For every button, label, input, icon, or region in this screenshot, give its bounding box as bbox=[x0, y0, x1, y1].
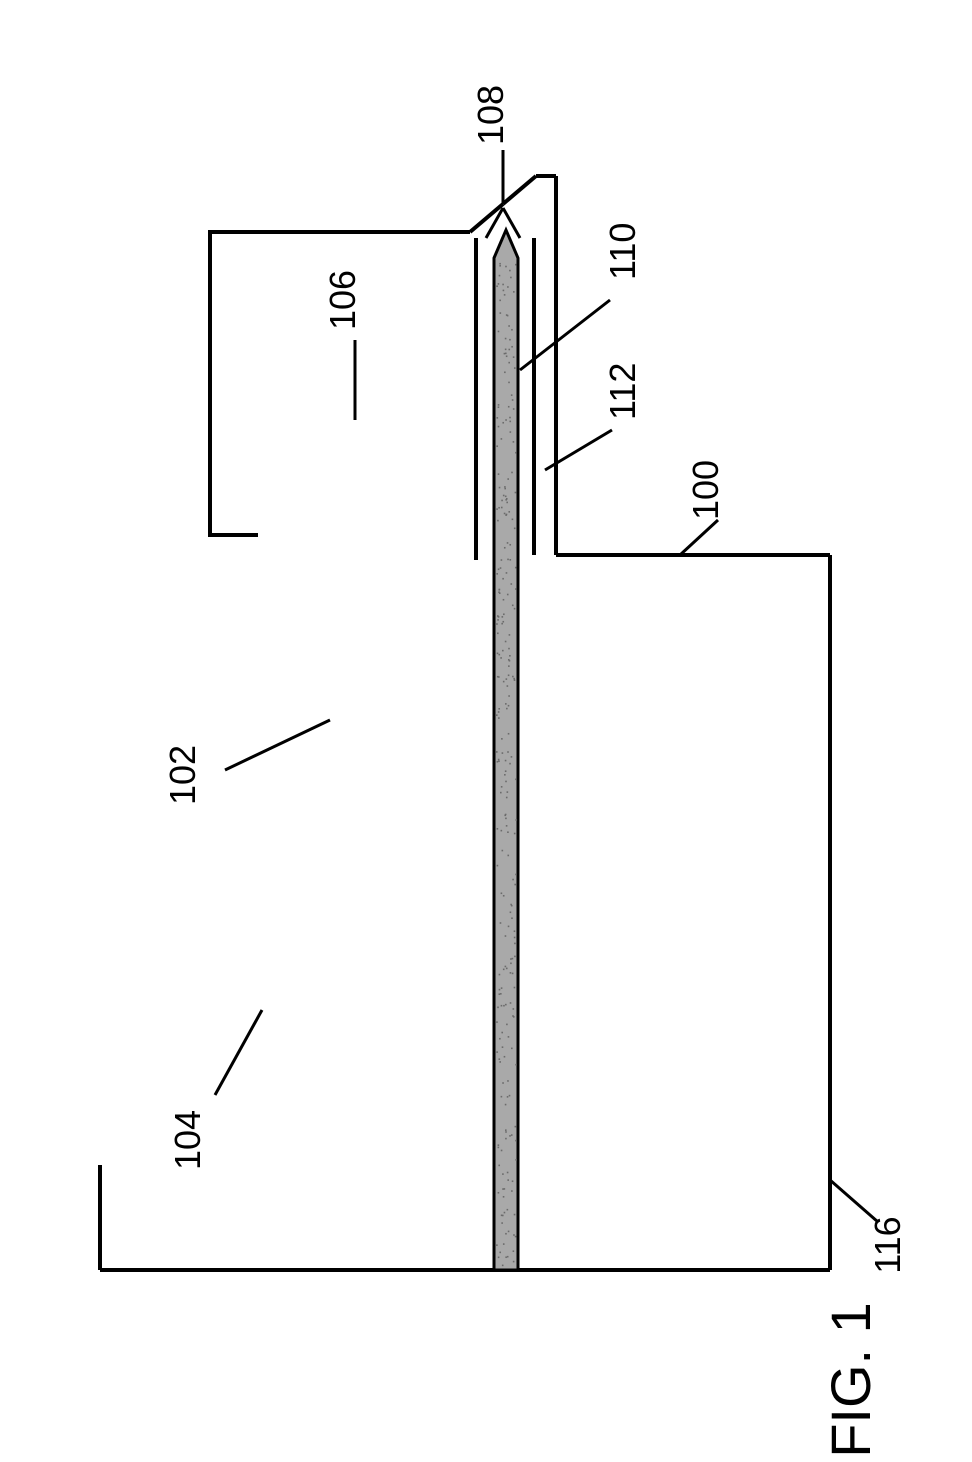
leader bbox=[830, 1180, 878, 1222]
leader bbox=[225, 720, 330, 770]
label-l106: 106 bbox=[322, 270, 363, 330]
label-l104: 104 bbox=[167, 1110, 208, 1170]
label-l112: 112 bbox=[602, 363, 643, 420]
label-l116: 116 bbox=[867, 1216, 908, 1273]
label-l102: 102 bbox=[162, 745, 203, 805]
label-l100: 100 bbox=[685, 460, 726, 520]
leader bbox=[215, 1010, 262, 1095]
label-l110: 110 bbox=[602, 223, 643, 280]
label-l108: 108 bbox=[470, 85, 511, 145]
leader bbox=[680, 520, 718, 555]
figure-caption: FIG. 1 bbox=[819, 1302, 882, 1458]
